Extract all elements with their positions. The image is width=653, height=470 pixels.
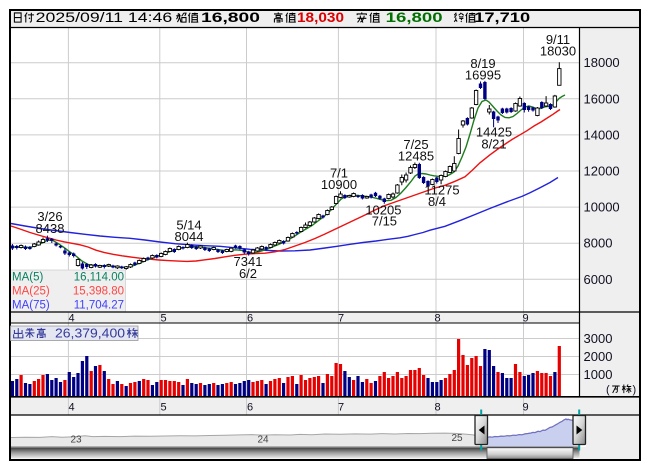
svg-text:14425: 14425 xyxy=(476,125,512,140)
svg-text:7: 7 xyxy=(338,312,344,324)
svg-text:1000: 1000 xyxy=(584,367,613,382)
svg-text:8/21: 8/21 xyxy=(481,137,506,152)
svg-text:7341: 7341 xyxy=(234,254,263,269)
svg-text:24: 24 xyxy=(257,435,269,446)
svg-text:12000: 12000 xyxy=(584,164,620,179)
svg-text:8000: 8000 xyxy=(584,236,613,251)
svg-text:16000: 16000 xyxy=(584,91,620,106)
svg-text:8/19: 8/19 xyxy=(470,56,495,71)
svg-text:): ) xyxy=(633,384,637,396)
svg-text:2000: 2000 xyxy=(584,349,613,364)
svg-text:7/1: 7/1 xyxy=(330,166,348,181)
svg-text:5: 5 xyxy=(160,312,166,324)
svg-text:25: 25 xyxy=(451,433,463,444)
svg-text:10205: 10205 xyxy=(365,203,401,218)
svg-text:4: 4 xyxy=(68,402,74,414)
svg-text:16,800: 16,800 xyxy=(386,9,443,25)
svg-text:MA(25): MA(25) xyxy=(12,286,50,298)
svg-text:15,398.80: 15,398.80 xyxy=(73,286,124,298)
svg-text:6/2: 6/2 xyxy=(239,266,257,281)
svg-text:8/4: 8/4 xyxy=(428,194,446,209)
svg-text:9: 9 xyxy=(522,312,528,324)
svg-text:6: 6 xyxy=(247,402,253,414)
svg-text:18030: 18030 xyxy=(540,44,576,59)
svg-text:14000: 14000 xyxy=(584,127,620,142)
svg-text:12485: 12485 xyxy=(398,149,434,164)
svg-text:3/26: 3/26 xyxy=(37,209,62,224)
svg-text:26,379,400: 26,379,400 xyxy=(55,327,125,341)
svg-text:16,800: 16,800 xyxy=(201,9,260,25)
svg-text:9/11: 9/11 xyxy=(546,32,570,47)
svg-text:5/14: 5/14 xyxy=(176,218,201,233)
svg-text:23: 23 xyxy=(70,435,82,446)
svg-text:18000: 18000 xyxy=(584,55,620,70)
svg-text:16995: 16995 xyxy=(465,68,501,83)
svg-text:5: 5 xyxy=(160,402,166,414)
svg-text:11,704.27: 11,704.27 xyxy=(74,300,124,312)
svg-text:16,114.00: 16,114.00 xyxy=(74,272,124,284)
svg-text:6000: 6000 xyxy=(584,272,613,287)
svg-text:6: 6 xyxy=(247,312,253,324)
svg-text:18,030: 18,030 xyxy=(297,9,344,25)
svg-text:11275: 11275 xyxy=(424,183,459,198)
svg-text:8044: 8044 xyxy=(175,229,204,244)
svg-text:MA(75): MA(75) xyxy=(12,300,50,312)
svg-text:8: 8 xyxy=(434,402,440,414)
svg-text:8438: 8438 xyxy=(36,221,65,236)
svg-text:MA(5): MA(5) xyxy=(12,272,43,284)
svg-text:(: ( xyxy=(606,384,610,396)
svg-text:10900: 10900 xyxy=(321,177,357,192)
svg-text:7/15: 7/15 xyxy=(372,214,397,229)
svg-text:7/25: 7/25 xyxy=(403,137,428,152)
svg-text:9: 9 xyxy=(522,402,528,414)
svg-text:3000: 3000 xyxy=(584,331,613,346)
svg-text:4: 4 xyxy=(68,312,74,324)
svg-text:17,710: 17,710 xyxy=(474,9,530,25)
svg-text:10000: 10000 xyxy=(584,200,620,215)
svg-text:2025/09/11 14:46: 2025/09/11 14:46 xyxy=(36,9,173,25)
svg-text:8: 8 xyxy=(434,312,440,324)
svg-text:7: 7 xyxy=(338,402,344,414)
